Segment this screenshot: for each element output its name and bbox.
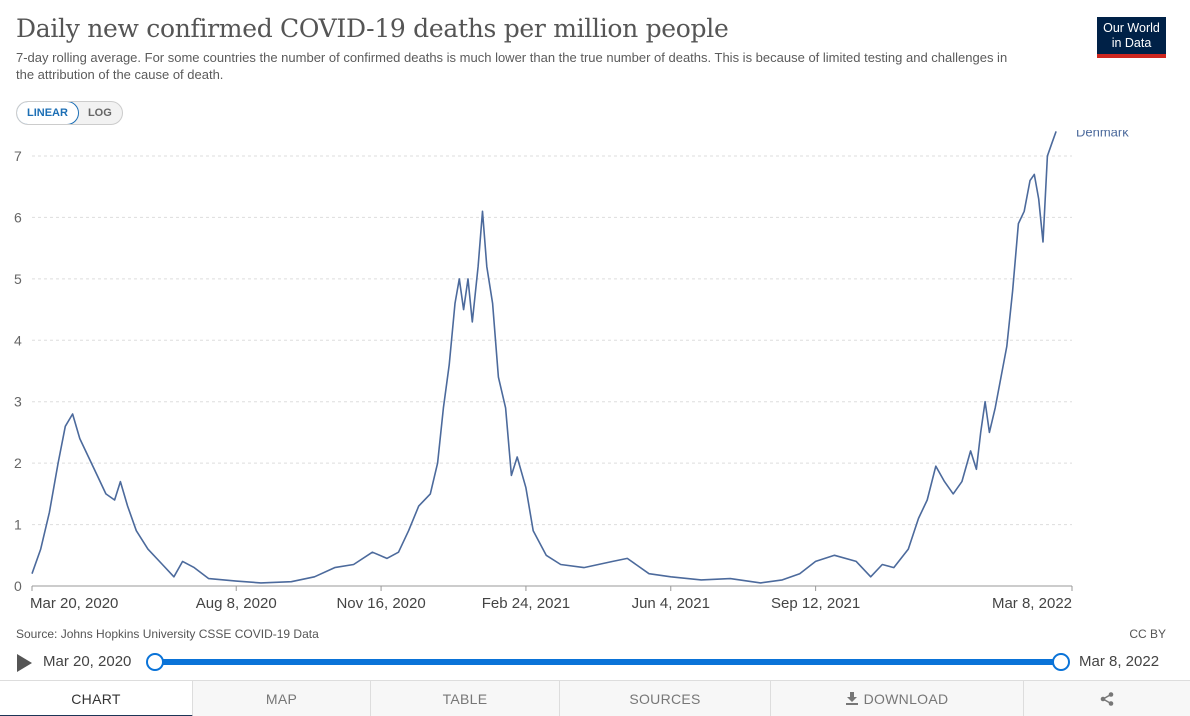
- tab-share[interactable]: [1024, 681, 1190, 716]
- logo-accent-bar: [1097, 54, 1166, 58]
- timeline-track[interactable]: [155, 659, 1061, 665]
- tab-bar: CHART MAP TABLE SOURCES DOWNLOAD: [0, 680, 1190, 716]
- y-tick-label: 4: [14, 332, 22, 348]
- x-tick-label: Nov 16, 2020: [336, 595, 425, 612]
- download-icon: [845, 692, 858, 705]
- series-line-denmark[interactable]: [31, 131, 1057, 584]
- line-chart: 0 1 2 3 4 5 6 7 Mar 20, 2020 Aug 8, 2020 Nov 16, …: [14, 130, 1129, 612]
- y-tick-label: 0: [14, 578, 22, 594]
- logo-line-2: in Data: [1111, 36, 1152, 50]
- x-tick-label: Sep 12, 2021: [771, 595, 860, 612]
- x-axis-ticks: Mar 20, 2020 Aug 8, 2020 Nov 16, 2020 Feb 2…: [30, 586, 1073, 612]
- tab-sources[interactable]: SOURCES: [560, 681, 771, 716]
- y-tick-label: 3: [14, 394, 22, 410]
- timeline-end-handle[interactable]: [1052, 653, 1070, 671]
- scale-toggle: LINEAR LOG: [16, 101, 123, 125]
- y-tick-label: 5: [14, 271, 22, 287]
- x-tick-label: Mar 20, 2020: [30, 595, 118, 612]
- timeline-end-label: Mar 8, 2022: [1079, 653, 1160, 670]
- license-note[interactable]: CC BY: [1129, 627, 1166, 641]
- x-tick-label: Mar 8, 2022: [992, 595, 1072, 612]
- play-icon[interactable]: [17, 654, 32, 672]
- chart-title: Daily new confirmed COVID-19 deaths per …: [16, 14, 729, 43]
- owid-logo[interactable]: Our World in Data: [1097, 17, 1166, 58]
- y-tick-label: 6: [14, 209, 22, 225]
- timeline-start-handle[interactable]: [146, 653, 164, 671]
- logo-line-1: Our World: [1103, 21, 1160, 35]
- y-axis-ticks: 0 1 2 3 4 5 6 7: [14, 148, 22, 594]
- y-tick-label: 7: [14, 148, 22, 164]
- linear-scale-button[interactable]: LINEAR: [16, 102, 79, 124]
- download-label: DOWNLOAD: [863, 691, 949, 707]
- x-tick-label: Aug 8, 2020: [196, 595, 277, 612]
- series-label[interactable]: Denmark: [1076, 130, 1129, 139]
- timeline-start-label: Mar 20, 2020: [43, 653, 132, 670]
- x-tick-label: Jun 4, 2021: [632, 595, 710, 612]
- y-tick-label: 1: [14, 517, 22, 533]
- share-icon: [1100, 692, 1114, 706]
- tab-download[interactable]: DOWNLOAD: [771, 681, 1024, 716]
- tab-table[interactable]: TABLE: [371, 681, 560, 716]
- timeline: Mar 20, 2020 Mar 8, 2022: [0, 650, 1190, 676]
- log-scale-button[interactable]: LOG: [87, 107, 112, 119]
- y-tick-label: 2: [14, 455, 22, 471]
- chart-subtitle: 7-day rolling average. For some countrie…: [16, 50, 1008, 82]
- x-tick-label: Feb 24, 2021: [482, 595, 570, 612]
- grid-layer: [32, 155, 1072, 587]
- series-layer: Denmark: [31, 130, 1129, 584]
- tab-map[interactable]: MAP: [193, 681, 371, 716]
- tab-chart[interactable]: CHART: [0, 681, 193, 716]
- source-note[interactable]: Source: Johns Hopkins University CSSE CO…: [16, 627, 319, 641]
